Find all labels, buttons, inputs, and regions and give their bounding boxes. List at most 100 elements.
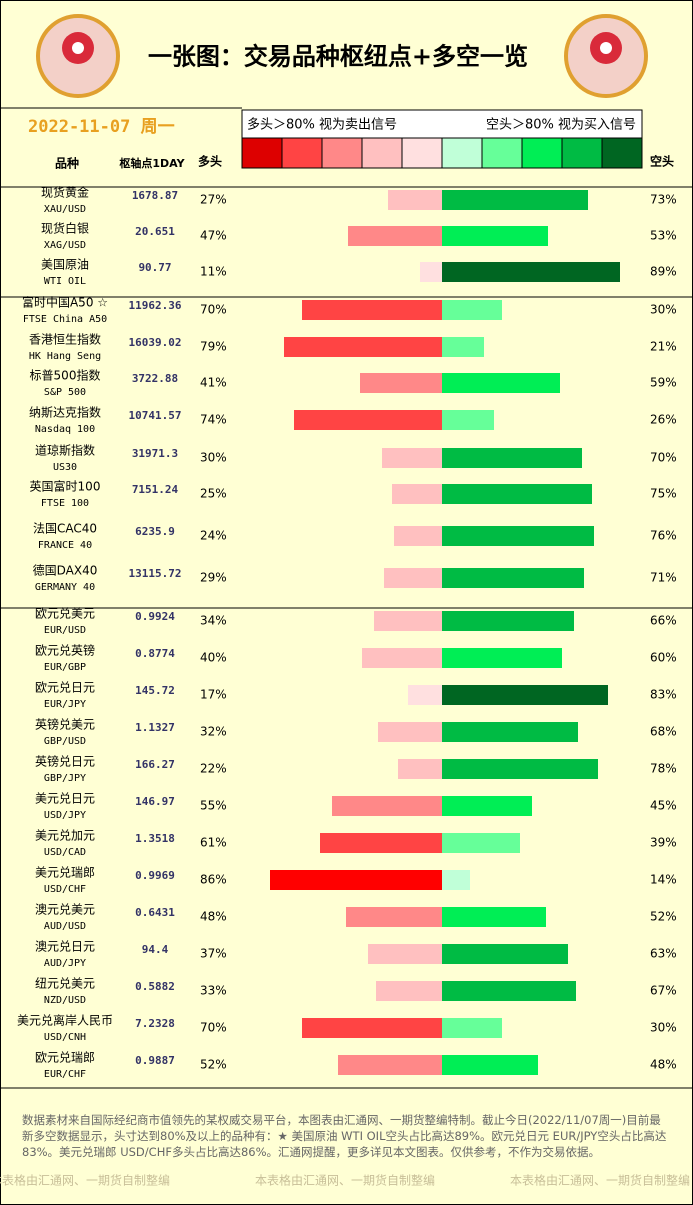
legend-label: 多头＞80% 视为卖出信号 — [247, 117, 397, 133]
long-bar — [378, 722, 442, 742]
short-bar — [442, 722, 578, 742]
instrument-name: 英镑兑美元 — [35, 717, 95, 732]
instrument-code: GBP/USD — [44, 736, 86, 747]
long-label: 55% — [200, 799, 227, 813]
long-label: 24% — [200, 529, 227, 543]
credit: 本表格由汇通网、一期货自制整编 — [510, 1173, 690, 1188]
short-bar — [442, 484, 592, 504]
pivot: 31971.3 — [132, 447, 178, 460]
instrument-code: USD/JPY — [44, 810, 86, 821]
pivot: 94.4 — [142, 943, 169, 956]
long-label: 79% — [200, 340, 227, 354]
instrument-name: 美国原油 — [41, 258, 89, 272]
long-bar — [348, 226, 442, 246]
instrument-name: 德国DAX40 — [33, 563, 98, 578]
instrument-code: FRANCE 40 — [38, 540, 92, 551]
legend-swatch — [241, 137, 283, 169]
short-label: 75% — [650, 487, 677, 501]
pivot: 3722.88 — [132, 372, 178, 385]
short-bar — [442, 526, 594, 546]
long-label: 40% — [200, 651, 227, 665]
pivot: 0.9887 — [135, 1054, 175, 1067]
legend-swatch — [601, 137, 643, 169]
instrument-name: 富时中国A50 ☆ — [22, 295, 108, 310]
short-label: 63% — [650, 947, 677, 961]
long-bar — [362, 648, 442, 668]
short-bar — [442, 870, 470, 890]
instrument-name: 标普500指数 — [30, 368, 101, 383]
legend-box — [241, 109, 643, 139]
instrument-code: FTSE 100 — [41, 498, 89, 509]
instrument-name: 英镑兑日元 — [35, 754, 95, 769]
short-bar — [442, 1018, 502, 1038]
short-label: 76% — [650, 529, 677, 543]
short-label: 70% — [650, 451, 677, 465]
long-bar — [332, 796, 442, 816]
pivot: 11962.36 — [129, 299, 182, 312]
short-label: 60% — [650, 651, 677, 665]
pivot: 0.9969 — [135, 869, 175, 882]
short-label: 68% — [650, 725, 677, 739]
long-bar — [382, 448, 442, 468]
instrument-name: 英国富时100 — [30, 479, 101, 494]
instrument-code: WTI OIL — [44, 276, 86, 287]
column-header: 空头 — [650, 154, 674, 169]
instrument-code: EUR/USD — [44, 625, 86, 636]
long-bar — [374, 611, 442, 631]
pivot: 0.8774 — [135, 647, 175, 660]
instrument-code: GERMANY 40 — [35, 582, 95, 593]
instrument-name: 美元兑日元 — [35, 792, 95, 806]
instrument-code: NZD/USD — [44, 995, 86, 1006]
pivot: 166.27 — [135, 758, 175, 771]
pivot: 10741.57 — [129, 409, 182, 422]
logo — [36, 14, 120, 98]
instrument-name: 欧元兑英镑 — [35, 643, 95, 658]
long-bar — [388, 190, 442, 210]
pivot: 90.77 — [138, 261, 171, 274]
instrument-name: 纳斯达克指数 — [29, 405, 101, 420]
short-label: 52% — [650, 910, 677, 924]
long-label: 86% — [200, 873, 227, 887]
long-bar — [294, 410, 442, 430]
short-label: 66% — [650, 614, 677, 628]
short-label: 39% — [650, 836, 677, 850]
instrument-code: HK Hang Seng — [29, 351, 101, 362]
long-bar — [346, 907, 442, 927]
short-bar — [442, 373, 560, 393]
instrument-name: 现货白银 — [41, 221, 89, 236]
instrument-name: 现货黄金 — [41, 185, 89, 200]
instrument-code: USD/CNH — [44, 1032, 86, 1043]
instrument-code: GBP/JPY — [44, 773, 86, 784]
pivot: 1.3518 — [135, 832, 175, 845]
pivot: 1678.87 — [132, 189, 178, 202]
pivot: 145.72 — [135, 684, 175, 697]
instrument-code: EUR/GBP — [44, 662, 86, 673]
instrument-name: 欧元兑日元 — [35, 681, 95, 695]
credit: 本表格由汇通网、一期货自制整编 — [255, 1173, 435, 1188]
legend-swatch — [361, 137, 403, 169]
date: 2022-11-07 周一 — [28, 117, 175, 137]
short-bar — [442, 944, 568, 964]
chart-title: 一张图：交易品种枢纽点+多空一览 — [148, 42, 528, 71]
long-bar — [320, 833, 442, 853]
short-bar — [442, 685, 608, 705]
pivot: 0.5882 — [135, 980, 175, 993]
instrument-name: 美元兑加元 — [35, 829, 95, 843]
long-label: 17% — [200, 688, 227, 702]
short-bar — [442, 262, 620, 282]
short-label: 59% — [650, 376, 677, 390]
long-label: 41% — [200, 376, 227, 390]
logo — [564, 14, 648, 98]
short-bar — [442, 981, 576, 1001]
instrument-code: AUD/USD — [44, 921, 86, 932]
legend-swatch — [481, 137, 523, 169]
long-label: 48% — [200, 910, 227, 924]
instrument-name: 美元兑瑞郎 — [35, 866, 95, 880]
pivot: 6235.9 — [135, 525, 175, 538]
instrument-name: 澳元兑日元 — [35, 940, 95, 954]
short-bar — [442, 907, 546, 927]
pivot: 13115.72 — [129, 567, 182, 580]
short-bar — [442, 337, 484, 357]
long-bar — [360, 373, 442, 393]
